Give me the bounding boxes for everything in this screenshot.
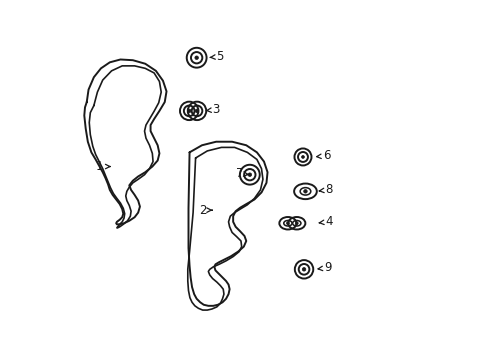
Text: 2: 2: [199, 204, 212, 217]
Text: 5: 5: [210, 50, 223, 63]
Text: 9: 9: [317, 261, 331, 274]
Text: 8: 8: [319, 184, 332, 197]
Circle shape: [187, 109, 191, 113]
Circle shape: [302, 267, 305, 271]
Circle shape: [247, 173, 251, 176]
Circle shape: [295, 222, 298, 225]
Text: 3: 3: [205, 103, 219, 116]
Text: 1: 1: [96, 160, 110, 173]
Circle shape: [195, 109, 198, 113]
Circle shape: [301, 156, 304, 158]
Circle shape: [195, 56, 198, 59]
Text: 7: 7: [236, 167, 247, 180]
Text: 6: 6: [316, 149, 330, 162]
Text: 4: 4: [319, 215, 332, 228]
Circle shape: [303, 190, 306, 193]
Circle shape: [286, 222, 289, 225]
